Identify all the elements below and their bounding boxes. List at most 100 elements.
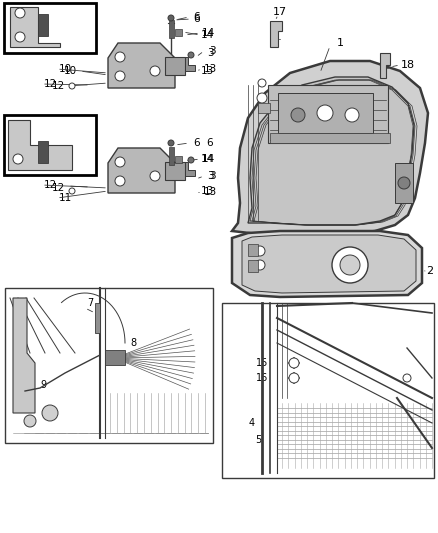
Bar: [38, 141, 48, 163]
Circle shape: [150, 171, 160, 181]
Polygon shape: [108, 148, 175, 193]
Text: 3: 3: [207, 48, 213, 58]
Polygon shape: [232, 61, 428, 235]
Circle shape: [13, 154, 23, 164]
Text: 10: 10: [58, 64, 71, 74]
Circle shape: [332, 247, 368, 283]
Bar: [38, 14, 48, 36]
Circle shape: [291, 108, 305, 122]
Polygon shape: [185, 57, 195, 71]
Circle shape: [403, 374, 411, 382]
Bar: [278, 93, 373, 133]
Text: 11: 11: [64, 168, 77, 178]
Circle shape: [69, 188, 75, 194]
Text: 3: 3: [208, 46, 215, 56]
Text: 3: 3: [208, 171, 215, 181]
Polygon shape: [248, 77, 414, 225]
Bar: [4, 3, 96, 53]
Circle shape: [115, 71, 125, 81]
Bar: [248, 260, 258, 272]
Circle shape: [317, 105, 333, 121]
Bar: [175, 156, 182, 163]
Text: 12: 12: [43, 79, 57, 89]
Circle shape: [24, 415, 36, 427]
Text: 9: 9: [40, 380, 46, 390]
Circle shape: [255, 260, 265, 270]
Text: 15: 15: [256, 358, 268, 368]
Circle shape: [115, 157, 125, 167]
Text: 4: 4: [249, 418, 255, 428]
Text: 8: 8: [130, 338, 136, 348]
Bar: [5, 288, 213, 443]
Text: 2: 2: [427, 266, 434, 276]
Polygon shape: [108, 43, 175, 88]
Polygon shape: [13, 298, 35, 413]
Polygon shape: [185, 162, 195, 176]
Text: 19: 19: [73, 19, 87, 29]
Text: 14: 14: [201, 28, 215, 38]
Text: 3: 3: [207, 171, 213, 181]
Polygon shape: [232, 231, 422, 297]
Circle shape: [188, 157, 194, 163]
Bar: [270, 133, 390, 143]
Text: 6: 6: [194, 138, 200, 148]
Text: 13: 13: [200, 66, 214, 76]
Text: 13: 13: [203, 187, 217, 197]
Circle shape: [42, 405, 58, 421]
Bar: [258, 103, 270, 113]
Circle shape: [150, 66, 160, 76]
Circle shape: [255, 246, 265, 256]
Circle shape: [15, 32, 25, 42]
Text: 16: 16: [256, 373, 268, 383]
Bar: [169, 20, 174, 38]
Circle shape: [15, 8, 25, 18]
Text: 13: 13: [200, 186, 214, 196]
Bar: [248, 244, 258, 256]
Text: 6: 6: [207, 138, 213, 148]
Circle shape: [168, 140, 174, 146]
Circle shape: [69, 83, 75, 89]
Circle shape: [115, 176, 125, 186]
Text: 6: 6: [194, 14, 200, 24]
Polygon shape: [8, 120, 72, 170]
Circle shape: [257, 93, 267, 103]
Polygon shape: [95, 303, 100, 333]
Text: 12: 12: [43, 180, 57, 190]
Circle shape: [345, 108, 359, 122]
Circle shape: [168, 15, 174, 21]
Text: 13: 13: [203, 64, 217, 74]
Text: 14: 14: [200, 30, 214, 40]
Text: 14: 14: [201, 154, 215, 164]
Text: 10: 10: [64, 66, 77, 76]
Circle shape: [398, 177, 410, 189]
Bar: [4, 115, 96, 175]
Circle shape: [188, 52, 194, 58]
Polygon shape: [242, 235, 416, 293]
Text: 6: 6: [194, 12, 200, 22]
Polygon shape: [165, 57, 185, 75]
Text: 12: 12: [51, 183, 65, 193]
Polygon shape: [165, 162, 185, 180]
Circle shape: [258, 79, 266, 87]
Text: 5: 5: [255, 435, 261, 445]
Circle shape: [340, 255, 360, 275]
Text: 11: 11: [58, 193, 72, 203]
Bar: [222, 303, 434, 478]
Bar: [169, 147, 174, 165]
Bar: [105, 350, 125, 365]
Text: 17: 17: [273, 7, 287, 17]
Text: 18: 18: [401, 60, 415, 70]
Polygon shape: [270, 21, 282, 47]
Text: 19: 19: [73, 143, 87, 153]
Circle shape: [115, 52, 125, 62]
Bar: [268, 85, 388, 143]
Text: 12: 12: [51, 81, 65, 91]
Polygon shape: [380, 53, 390, 78]
Polygon shape: [10, 7, 60, 47]
Text: 7: 7: [87, 298, 93, 308]
Bar: [175, 29, 182, 36]
Text: 1: 1: [336, 38, 343, 48]
Circle shape: [289, 373, 299, 383]
Text: 14: 14: [200, 154, 214, 164]
Circle shape: [289, 358, 299, 368]
